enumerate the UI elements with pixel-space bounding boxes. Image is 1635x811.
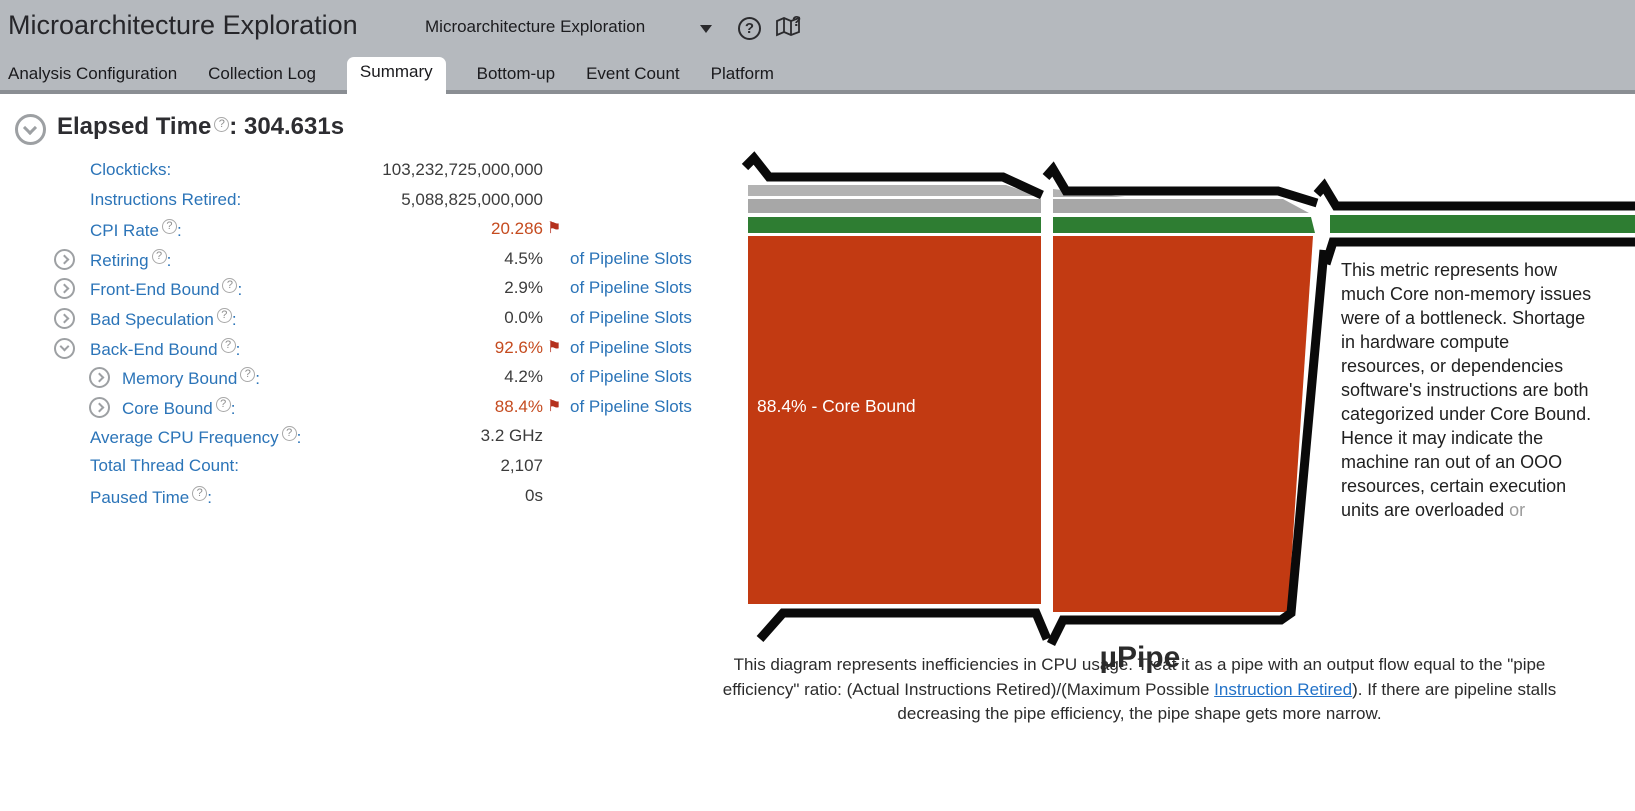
metric-label[interactable]: Clockticks xyxy=(90,160,171,180)
metric-row-total-thread-count: Total Thread Count 2,107 xyxy=(0,452,730,482)
expand-icon[interactable] xyxy=(54,248,75,270)
metric-value: 88.4% xyxy=(494,396,543,416)
metric-label[interactable]: Average CPU Frequency xyxy=(90,426,301,448)
metric-label[interactable]: Bad Speculation xyxy=(90,307,237,330)
metric-value: 0s xyxy=(525,485,543,505)
pipe-col1-gray-strip xyxy=(748,199,1041,213)
viewpoint-selector[interactable]: Microarchitecture Exploration xyxy=(425,17,646,36)
metric-label[interactable]: Retiring xyxy=(90,248,171,271)
pipe-col1-core-bound-area xyxy=(748,236,1041,604)
metric-label[interactable]: Back-End Bound xyxy=(90,337,240,360)
expand-icon[interactable] xyxy=(89,396,110,418)
help-icon[interactable]: ? xyxy=(738,17,761,40)
tab-platform[interactable]: Platform xyxy=(710,63,774,83)
tooltip-text: This metric represents how much Core non… xyxy=(1341,260,1592,520)
metric-label[interactable]: CPI Rate xyxy=(90,219,182,241)
metric-value: 2.9% xyxy=(504,278,543,298)
core-bound-tooltip: This metric represents how much Core non… xyxy=(1341,258,1595,522)
metric-value: 0.0% xyxy=(504,307,543,327)
help-icon[interactable] xyxy=(214,117,230,132)
metric-label[interactable]: Front-End Bound xyxy=(90,278,242,300)
metric-row-instructions-retired: Instructions Retired 5,088,825,000,000 xyxy=(0,186,730,216)
metric-unit-link[interactable]: of Pipeline Slots xyxy=(570,307,692,327)
tab-separator xyxy=(0,90,1635,94)
pipe-output-flow-strip xyxy=(1330,215,1635,233)
caption-text: ). If there are pipeline stalls decreasi… xyxy=(897,679,1557,724)
core-bound-bar-label: 88.4% - Core Bound xyxy=(757,396,916,416)
metric-row-retiring: Retiring 4.5% of Pipeline Slots xyxy=(0,245,730,275)
metric-value: 4.5% xyxy=(504,248,543,268)
page-title: Microarchitecture Exploration xyxy=(8,10,358,40)
metric-label[interactable]: Memory Bound xyxy=(122,367,260,389)
expand-icon[interactable] xyxy=(89,367,110,389)
pipe-outline xyxy=(741,151,1635,647)
section-title: Elapsed Time xyxy=(57,113,212,140)
metric-row-memory-bound: Memory Bound 4.2% of Pipeline Slots xyxy=(0,363,730,393)
tab-collection-log[interactable]: Collection Log xyxy=(208,63,316,83)
metric-unit-link[interactable]: of Pipeline Slots xyxy=(570,367,692,387)
metric-label[interactable]: Total Thread Count xyxy=(90,456,239,476)
metric-row-clockticks: Clockticks 103,232,725,000,000 xyxy=(0,156,730,186)
tab-bar: Analysis Configuration Collection Log Su… xyxy=(0,57,1635,94)
metric-unit-link[interactable]: of Pipeline Slots xyxy=(570,248,692,268)
tab-bottom-up[interactable]: Bottom-up xyxy=(476,63,556,83)
caption-text: This diagram represents inefficiencies i… xyxy=(722,655,1546,699)
tab-event-count[interactable]: Event Count xyxy=(586,63,680,83)
app-header-bar: Microarchitecture Exploration Microarchi… xyxy=(0,0,1635,57)
metric-row-cpi-rate: CPI Rate 20.286 xyxy=(0,215,730,245)
metric-label[interactable]: Paused Time xyxy=(90,485,212,508)
instruction-retired-link[interactable]: Instruction Retired xyxy=(1214,679,1353,699)
metric-unit-link[interactable]: of Pipeline Slots xyxy=(570,278,692,298)
section-header: Elapsed Time 304.631s xyxy=(57,113,344,141)
metric-row-bad-speculation: Bad Speculation 0.0% of Pipeline Slots xyxy=(0,304,730,334)
upipe-title: µPipe xyxy=(1099,641,1181,674)
expand-icon[interactable] xyxy=(54,307,75,329)
upipe-caption: This diagram represents inefficiencies i… xyxy=(722,653,1557,727)
elapsed-time-value: 304.631s xyxy=(243,113,345,140)
chevron-down-icon[interactable] xyxy=(700,25,712,33)
metric-row-core-bound: Core Bound 88.4% of Pipeline Slots xyxy=(0,393,730,423)
pipe-col1-retiring-strip xyxy=(748,217,1041,233)
metric-row-back-end-bound: Back-End Bound 92.6% of Pipeline Slots xyxy=(0,334,730,364)
help-map-icon[interactable]: ? xyxy=(775,13,802,45)
section-collapse-icon[interactable] xyxy=(15,114,46,145)
pipe-col2-retiring-strip xyxy=(1053,217,1315,233)
svg-text:?: ? xyxy=(792,15,801,30)
pipe-col1-lightgray-strip xyxy=(748,185,1038,196)
metrics-table: Clockticks 103,232,725,000,000 Instructi… xyxy=(0,156,730,511)
expand-icon[interactable] xyxy=(54,278,75,300)
tooltip-truncated-text: or xyxy=(1504,500,1526,520)
metric-row-average-cpu-frequency: Average CPU Frequency 3.2 GHz xyxy=(0,422,730,452)
metric-value: 20.286 xyxy=(491,219,543,239)
metric-value: 2,107 xyxy=(500,455,543,475)
metric-value: 103,232,725,000,000 xyxy=(382,160,543,179)
metric-row-front-end-bound: Front-End Bound 2.9% of Pipeline Slots xyxy=(0,274,730,304)
pipe-col2-core-bound-area xyxy=(1053,236,1313,612)
metric-value: 3.2 GHz xyxy=(480,426,543,446)
metric-value: 5,088,825,000,000 xyxy=(401,189,543,209)
pipe-col2-gray-strip xyxy=(1053,199,1309,213)
section-colon xyxy=(229,113,244,140)
metric-label[interactable]: Instructions Retired xyxy=(90,190,241,210)
metric-unit-link[interactable]: of Pipeline Slots xyxy=(570,337,692,357)
metric-value: 92.6% xyxy=(494,337,543,357)
metric-unit-link[interactable]: of Pipeline Slots xyxy=(570,396,692,416)
collapse-icon[interactable] xyxy=(54,337,75,359)
tab-summary[interactable]: Summary xyxy=(346,57,446,94)
metric-value: 4.2% xyxy=(504,367,543,387)
metric-row-paused-time: Paused Time 0s xyxy=(0,482,730,512)
metric-label[interactable]: Core Bound xyxy=(122,396,235,419)
tab-analysis-configuration[interactable]: Analysis Configuration xyxy=(8,63,178,83)
